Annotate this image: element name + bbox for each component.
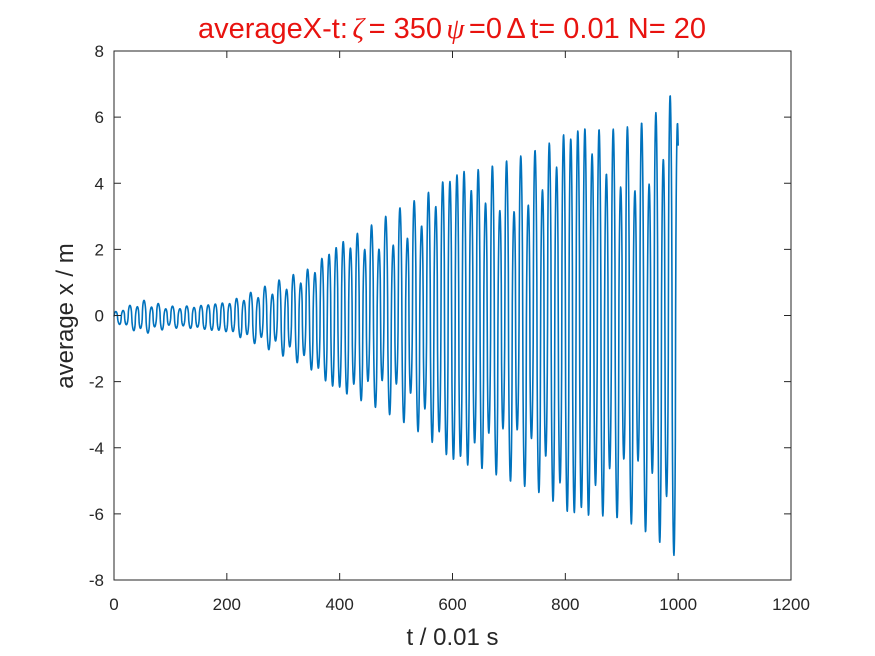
title-prefix: averageX-t: [198,13,348,45]
title-zeta-value: = 350 [369,13,442,45]
y-tick-label: 8 [95,42,104,61]
chart-title: averageX-t: ζ = 350 ψ =0 Δ t= 0.01 N= 20 [198,13,706,45]
y-tick-label: -2 [89,373,104,392]
x-tick-label: 1000 [659,595,697,614]
y-tick-label: 0 [95,307,104,326]
title-delta-symbol: Δ [506,13,525,45]
x-tick-label: 1200 [772,595,810,614]
x-axis-label: t / 0.01 s [406,624,498,651]
y-tick-label: 6 [95,108,104,127]
title-zeta-symbol: ζ [352,13,366,45]
plot-box [113,50,792,581]
x-tick-label: 0 [109,595,118,614]
title-dt-value: t= 0.01 N= 20 [530,13,706,45]
y-tick-label: -8 [89,571,104,590]
x-tick-label: 600 [438,595,466,614]
title-psi-value: =0 [469,13,502,45]
x-tick-label: 200 [213,595,241,614]
plot-background [114,51,791,580]
data-layer [113,95,679,557]
y-tick-label: -6 [89,505,104,524]
y-tick-label: 2 [95,240,104,259]
y-tick-label: 4 [95,174,104,193]
series-line [113,95,679,557]
title-psi-symbol: ψ [446,13,465,45]
tick-layer [113,50,792,581]
y-axis-label: average x / m [52,243,79,388]
x-tick-label: 400 [325,595,353,614]
plot-area [113,50,792,581]
y-tick-label: -4 [89,439,104,458]
x-tick-label: 800 [551,595,579,614]
